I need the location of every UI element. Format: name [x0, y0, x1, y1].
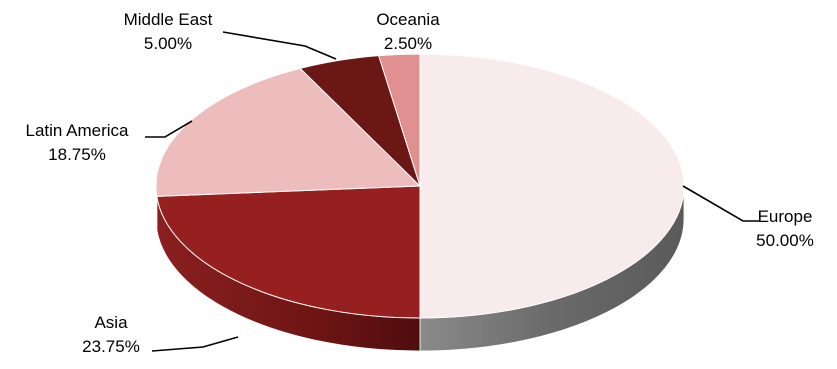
slice-oceania — [378, 53, 421, 187]
value-label-europe: 50.00% — [756, 231, 814, 250]
value-label-latin-america: 18.75% — [48, 145, 106, 164]
category-label-latin-america: Latin America — [26, 121, 130, 140]
value-label-oceania: 2.50% — [384, 34, 432, 53]
leader-line-latin-america — [145, 120, 193, 138]
value-label-asia: 23.75% — [82, 337, 140, 356]
pie-slices — [155, 53, 685, 319]
leader-line-europe — [682, 185, 760, 222]
category-label-oceania: Oceania — [376, 10, 440, 29]
slice-asia — [156, 185, 421, 319]
category-label-middle-east: Middle East — [124, 10, 213, 29]
leader-line-middle-east — [222, 31, 337, 60]
category-label-europe: Europe — [758, 207, 813, 226]
leader-line-asia — [151, 336, 239, 352]
slice-labels: Europe 50.00% Asia 23.75% Latin America 18.75… — [26, 10, 814, 356]
category-label-asia: Asia — [94, 313, 128, 332]
value-label-middle-east: 5.00% — [144, 34, 192, 53]
leader-lines — [145, 31, 760, 352]
